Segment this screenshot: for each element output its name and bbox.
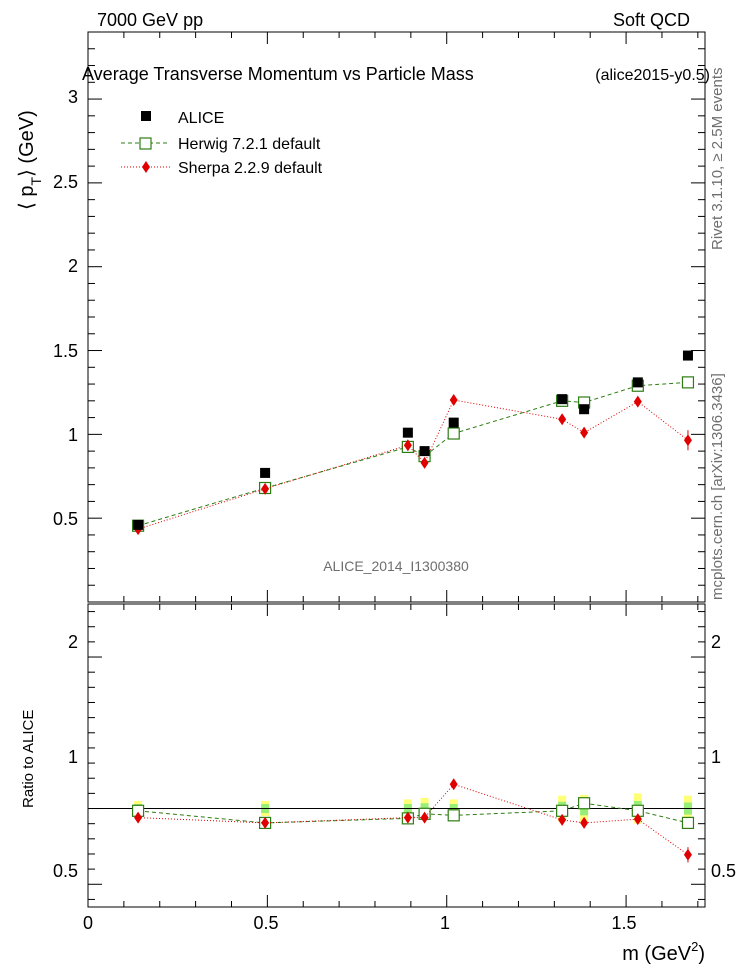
ratio-plot-frame	[87, 603, 706, 908]
chart-subtitle: (alice2015-y0.5)	[595, 67, 710, 84]
legend-entry-alice: ALICE	[141, 110, 224, 127]
main-point-sherpa	[633, 395, 642, 408]
ratio-point-sherpa	[633, 813, 642, 826]
ratio-y-tick-label-1-left: 1	[68, 747, 78, 767]
x-tick-label-0.5: 0.5	[253, 913, 278, 933]
x-tick-label-1: 1	[440, 913, 450, 933]
main-point-sherpa	[683, 434, 692, 447]
ratio-point-sherpa	[580, 816, 589, 829]
ratio-y-axis-label: Ratio to ALICE	[20, 710, 37, 808]
rivet-label: Rivet 3.1.10, ≥ 2.5M events	[709, 68, 726, 251]
main-plot-frame	[87, 31, 706, 603]
main-point-alice	[682, 350, 693, 361]
legend-label-herwig: Herwig 7.2.1 default	[178, 136, 321, 153]
main-point-sherpa	[403, 439, 412, 452]
ratio-y-tick-label-0.5-left: 0.5	[53, 861, 78, 881]
main-point-sherpa	[449, 393, 458, 406]
mcplots-label: mcplots.cern.ch [arXiv:1306.3436]	[709, 373, 726, 600]
ratio-y-tick-label-0.5-right: 0.5	[711, 861, 736, 881]
ratio-point-sherpa	[403, 811, 412, 824]
energy-label: 7000 GeV pp	[97, 10, 203, 30]
ratio-y-tick-label-2-left: 2	[68, 632, 78, 652]
main-point-alice	[557, 394, 568, 405]
main-line-sherpa	[137, 399, 689, 530]
main-y-tick-labels: 0.5 1 1.5 2 2.5 3	[53, 87, 78, 529]
y-tick-label-3: 3	[68, 87, 78, 107]
legend-entry-herwig: Herwig 7.2.1 default	[121, 136, 321, 153]
ratio-series-herwig	[131, 797, 695, 830]
y-tick-label-1.5: 1.5	[53, 341, 78, 361]
chart-title: Average Transverse Momentum vs Particle …	[82, 64, 474, 84]
ratio-point-herwig	[447, 809, 460, 822]
main-point-alice	[419, 446, 430, 457]
main-line-herwig	[137, 381, 688, 527]
ratio-series	[131, 778, 695, 863]
main-series	[131, 350, 695, 536]
main-point-alice	[448, 417, 459, 428]
legend-marker-herwig	[139, 137, 152, 150]
ratio-y-tick-label-2-right: 2	[711, 632, 721, 652]
analysis-watermark: ALICE_2014_I1300380	[323, 558, 469, 574]
legend-marker-alice	[141, 111, 151, 121]
process-label: Soft QCD	[613, 10, 690, 30]
ratio-point-sherpa	[420, 811, 429, 824]
ratio-point-sherpa	[449, 778, 458, 791]
main-series-herwig	[131, 376, 695, 532]
legend: ALICE Herwig 7.2.1 default Sherpa 2.2.9 …	[121, 110, 323, 177]
ratio-border	[87, 603, 706, 908]
main-point-alice	[133, 519, 144, 530]
x-tick-label-1.5: 1.5	[611, 913, 636, 933]
ratio-point-herwig	[578, 797, 591, 810]
ratio-point-sherpa	[261, 816, 270, 829]
ratio-y-tick-labels: 0.5 1 2 0.5 1 2	[53, 632, 736, 881]
y-tick-label-0.5: 0.5	[53, 509, 78, 529]
main-point-alice	[632, 377, 643, 388]
main-point-sherpa	[558, 413, 567, 426]
main-point-sherpa	[420, 456, 429, 469]
legend-entry-sherpa: Sherpa 2.2.9 default	[121, 160, 323, 177]
ratio-point-sherpa	[683, 848, 692, 861]
ratio-series-sherpa	[134, 778, 692, 863]
ratio-y-tick-label-1-right: 1	[711, 747, 721, 767]
x-tick-labels: 0 0.5 1 1.5	[83, 913, 637, 933]
legend-marker-sherpa	[142, 161, 150, 173]
x-tick-label-0: 0	[83, 913, 93, 933]
legend-label-alice: ALICE	[178, 110, 224, 127]
main-series-alice	[133, 350, 693, 530]
ratio-point-herwig	[681, 816, 695, 830]
x-axis-label: m (GeV2)	[622, 939, 705, 965]
main-series-sherpa	[134, 393, 692, 536]
main-point-alice	[260, 467, 271, 478]
ratio-point-sherpa	[558, 813, 567, 826]
ratio-point-sherpa	[134, 811, 143, 824]
y-tick-label-2: 2	[68, 256, 78, 276]
main-point-sherpa	[580, 426, 589, 439]
main-point-herwig	[681, 376, 695, 389]
main-point-alice	[579, 404, 590, 415]
main-point-herwig	[447, 427, 460, 440]
y-tick-label-1: 1	[68, 425, 78, 445]
main-point-sherpa	[261, 482, 270, 495]
y-tick-label-2.5: 2.5	[53, 172, 78, 192]
y-axis-label: ⟨ pT⟩ (GeV)	[16, 110, 44, 210]
main-point-alice	[402, 427, 413, 438]
legend-label-sherpa: Sherpa 2.2.9 default	[178, 160, 323, 177]
